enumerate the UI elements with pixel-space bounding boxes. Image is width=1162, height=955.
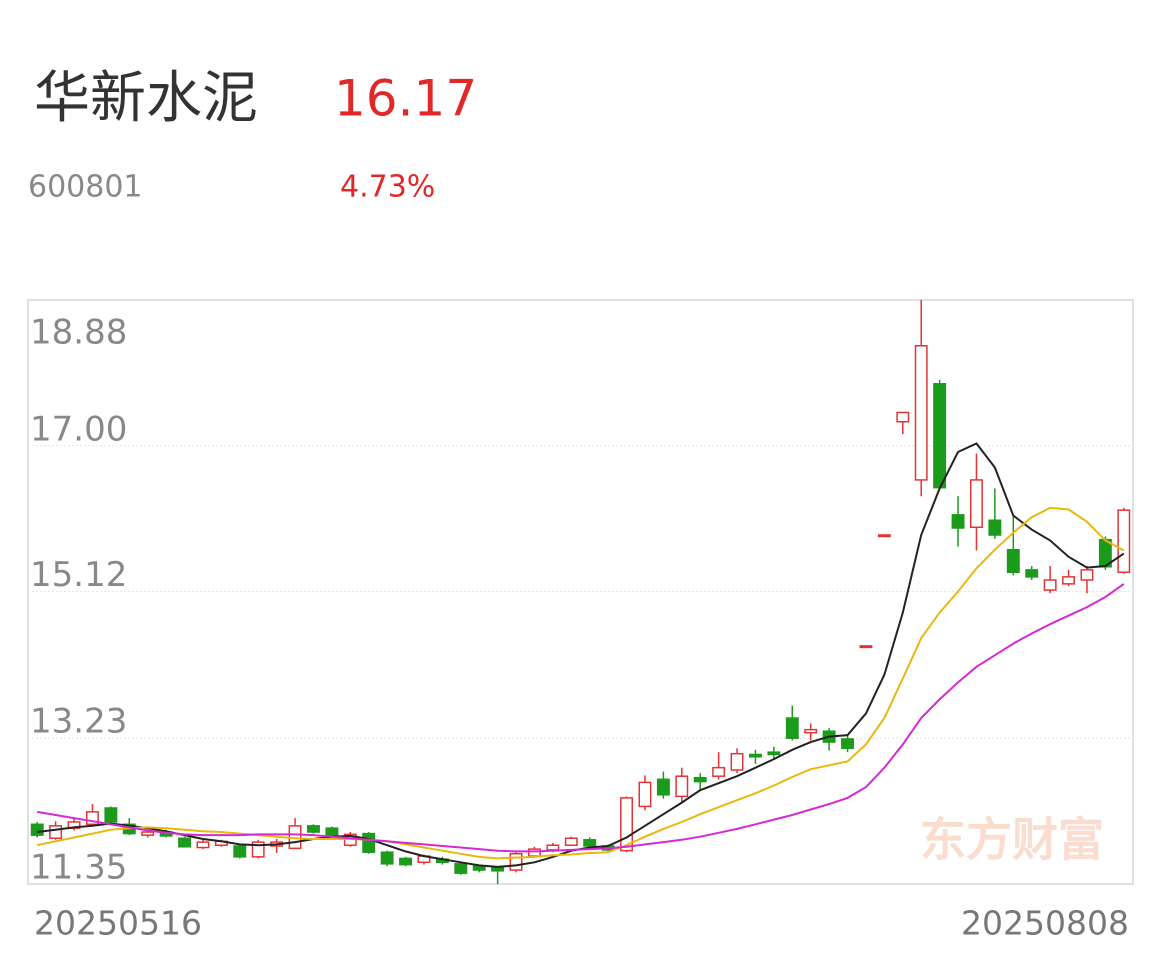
candle-body	[712, 766, 726, 777]
candle-body	[1043, 579, 1057, 591]
candle-body	[251, 841, 265, 858]
candle-body	[914, 345, 928, 481]
candle-body	[896, 411, 910, 423]
candle-body	[104, 807, 118, 823]
x-tick-label: 20250808	[961, 904, 1129, 943]
stock-code: 600801	[28, 170, 143, 205]
candle-body	[1025, 569, 1039, 578]
candle-body	[454, 863, 468, 874]
candle-body	[988, 519, 1002, 536]
candle-body	[583, 839, 597, 847]
candle-body	[730, 752, 744, 771]
candle-body	[656, 778, 670, 796]
candle-body	[933, 383, 947, 489]
candle-body	[509, 853, 523, 871]
candle-body	[785, 717, 799, 739]
candle-body	[325, 827, 339, 837]
candle-body	[30, 823, 44, 836]
candle-body	[380, 851, 394, 865]
candle-body	[620, 797, 634, 852]
candle-body	[141, 831, 155, 836]
moving-average-line	[37, 442, 1125, 868]
x-tick-label: 20250516	[34, 904, 202, 943]
candle-body	[1117, 509, 1131, 573]
stock-name: 华新水泥	[34, 66, 258, 131]
candle-body	[85, 811, 99, 826]
y-tick-label: 13.23	[30, 702, 127, 742]
candle-body	[491, 866, 505, 872]
candle-body	[564, 837, 578, 846]
candle-body	[804, 728, 818, 734]
candle-body	[693, 776, 707, 783]
candle-body	[362, 832, 376, 853]
candle-body	[675, 775, 689, 798]
candle-body	[306, 825, 320, 833]
price-change: 4.73%	[340, 170, 435, 205]
candle-body	[546, 844, 560, 851]
candle-body	[527, 848, 541, 857]
candle-body	[1006, 548, 1020, 573]
candle-body	[841, 738, 855, 750]
watermark: 东方财富	[920, 813, 1104, 867]
candle-body	[748, 753, 762, 758]
candle-body	[233, 845, 247, 858]
candle-body	[859, 645, 873, 649]
candle-body	[969, 479, 983, 528]
candle-body	[638, 781, 652, 808]
candle-body	[196, 841, 210, 849]
y-tick-label: 17.00	[30, 409, 127, 449]
moving-average-line	[36, 506, 1125, 860]
y-tick-label: 15.12	[30, 555, 127, 595]
stock-price: 16.17	[334, 70, 477, 128]
candle-body	[399, 857, 413, 866]
candle-body	[877, 534, 891, 538]
candle-body	[951, 514, 965, 529]
y-tick-label: 18.88	[30, 313, 127, 353]
candle-body	[1062, 576, 1076, 585]
moving-average-line	[37, 583, 1125, 853]
candle-body	[472, 865, 486, 871]
candle-body	[1080, 569, 1094, 581]
candle-body	[178, 837, 192, 848]
y-tick-label: 11.35	[30, 848, 127, 888]
candle-body	[49, 825, 63, 839]
candle-body	[767, 751, 781, 756]
